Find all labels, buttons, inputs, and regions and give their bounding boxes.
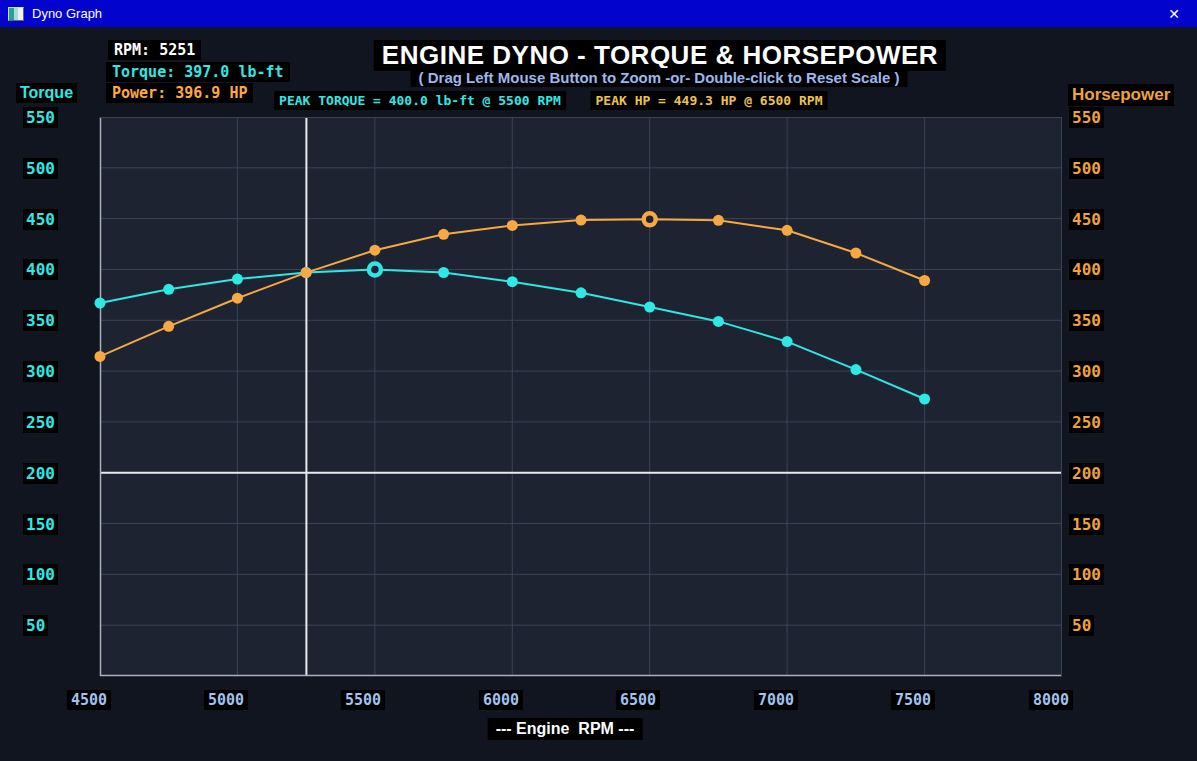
window-title: Dyno Graph — [32, 6, 102, 21]
y-tick-left: 300 — [23, 361, 58, 382]
horsepower-point — [301, 267, 312, 278]
dyno-graph-window: Dyno Graph ✕ RPM: 5251 Torque: 397.0 lb-… — [0, 0, 1197, 761]
y-tick-right: 150 — [1069, 514, 1104, 535]
close-icon[interactable]: ✕ — [1151, 0, 1197, 27]
dyno-plot-area[interactable] — [100, 117, 1062, 676]
y-tick-left: 450 — [23, 209, 58, 230]
x-tick: 4500 — [67, 690, 111, 710]
y-tick-right: 50 — [1069, 615, 1094, 636]
torque-point — [232, 274, 243, 285]
y-tick-left: 50 — [23, 615, 48, 636]
y-tick-right: 100 — [1069, 564, 1104, 585]
x-tick: 5500 — [341, 690, 385, 710]
y-tick-right: 400 — [1069, 259, 1104, 280]
x-tick: 5000 — [204, 690, 248, 710]
y-tick-left: 550 — [23, 107, 58, 128]
torque-point — [576, 287, 587, 298]
y-tick-left: 400 — [23, 259, 58, 280]
y-tick-right: 300 — [1069, 361, 1104, 382]
torque-point — [919, 394, 930, 405]
y-tick-right: 550 — [1069, 107, 1104, 128]
readout-torque: Torque: 397.0 lb-ft — [106, 62, 290, 82]
horsepower-point — [232, 293, 243, 304]
y-tick-left: 150 — [23, 514, 58, 535]
chart-subtitle: ( Drag Left Mouse Button to Zoom -or- Do… — [411, 68, 908, 87]
horsepower-point — [919, 275, 930, 286]
y-tick-left: 500 — [23, 158, 58, 179]
peak-hp-label: PEAK HP = 449.3 HP @ 6500 RPM — [591, 91, 828, 110]
torque-peak-marker — [369, 264, 381, 276]
x-axis-label: --- Engine RPM --- — [488, 718, 643, 740]
y-tick-left: 100 — [23, 564, 58, 585]
horsepower-peak-marker — [644, 213, 656, 225]
horsepower-point — [507, 220, 518, 231]
torque-point — [163, 284, 174, 295]
readout-rpm: RPM: 5251 — [108, 40, 201, 60]
peak-torque-label: PEAK TORQUE = 400.0 lb-ft @ 5500 RPM — [274, 91, 566, 110]
y-tick-right: 200 — [1069, 463, 1104, 484]
torque-point — [782, 336, 793, 347]
torque-point — [644, 302, 655, 313]
right-axis-title: Horsepower — [1068, 84, 1174, 106]
dyno-chart-svg[interactable] — [100, 117, 1062, 676]
torque-point — [438, 267, 449, 278]
readout-power: Power: 396.9 HP — [106, 83, 253, 103]
horsepower-point — [369, 245, 380, 256]
left-axis-title: Torque — [16, 83, 77, 103]
title-bar[interactable]: Dyno Graph ✕ — [0, 0, 1197, 27]
horsepower-point — [576, 215, 587, 226]
horsepower-point — [850, 248, 861, 259]
torque-point — [850, 364, 861, 375]
horsepower-point — [438, 229, 449, 240]
horsepower-point — [95, 351, 106, 362]
app-icon — [8, 7, 24, 21]
y-tick-left: 350 — [23, 310, 58, 331]
x-tick: 7000 — [754, 690, 798, 710]
x-tick: 7500 — [891, 690, 935, 710]
torque-point — [507, 276, 518, 287]
x-tick: 8000 — [1029, 690, 1073, 710]
horsepower-point — [782, 225, 793, 236]
y-tick-right: 500 — [1069, 158, 1104, 179]
y-tick-right: 350 — [1069, 310, 1104, 331]
y-tick-right: 450 — [1069, 209, 1104, 230]
horsepower-point — [713, 215, 724, 226]
horsepower-point — [163, 321, 174, 332]
torque-point — [95, 298, 106, 309]
x-tick: 6000 — [479, 690, 523, 710]
y-tick-right: 250 — [1069, 412, 1104, 433]
torque-point — [713, 316, 724, 327]
x-tick: 6500 — [616, 690, 660, 710]
chart-title: ENGINE DYNO - TORQUE & HORSEPOWER — [374, 40, 946, 71]
y-tick-left: 200 — [23, 463, 58, 484]
y-tick-left: 250 — [23, 412, 58, 433]
